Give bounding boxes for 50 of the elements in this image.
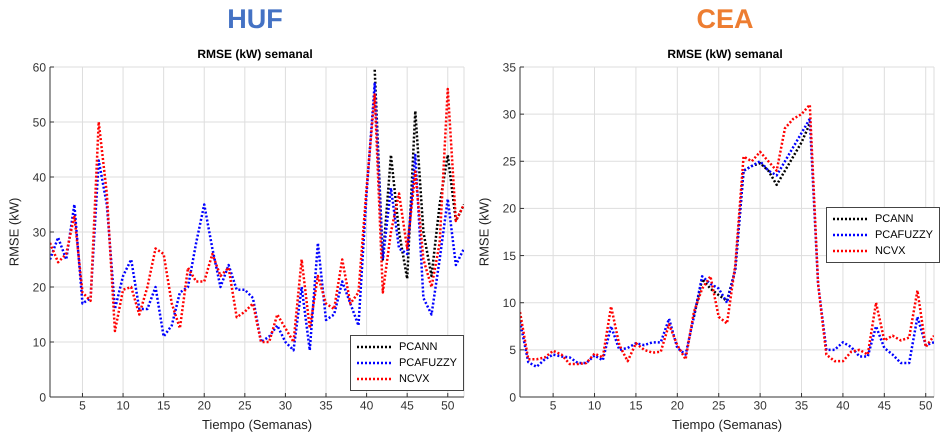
y-tick-label: 50 (32, 115, 46, 130)
y-tick-label: 0 (509, 390, 516, 404)
legend-label: NCVX (398, 373, 430, 385)
x-axis-title: Tiempo (Semanas) (672, 417, 782, 432)
y-tick-label: 20 (502, 202, 516, 216)
x-tick-label: 5 (550, 398, 557, 413)
x-tick-label: 40 (836, 398, 850, 413)
y-tick-label: 40 (32, 170, 46, 184)
legend-label: PCANN (874, 213, 914, 225)
x-tick-label: 30 (753, 398, 768, 413)
y-tick-label: 60 (32, 60, 46, 74)
legend-label: PCAFUZZY (874, 229, 933, 241)
x-tick-label: 50 (441, 398, 455, 413)
line-series (373, 68, 464, 280)
y-tick-label: 15 (502, 248, 516, 263)
chart-subtitle: RMSE (kW) semanal (196, 47, 314, 61)
legend-label: NCVX (874, 245, 906, 257)
y-tick-label: 0 (39, 390, 46, 404)
chart-title: HUF (226, 4, 284, 35)
x-tick-label: 35 (319, 398, 333, 413)
x-tick-label: 25 (712, 398, 726, 413)
y-tick-label: 30 (502, 107, 516, 122)
x-tick-label: 20 (198, 398, 212, 413)
y-tick-label: 5 (509, 343, 516, 358)
x-tick-label: 30 (278, 398, 292, 413)
x-tick-label: 15 (629, 398, 643, 413)
x-tick-label: 40 (360, 398, 374, 413)
y-tick-label: 35 (502, 60, 516, 74)
y-tick-label: 10 (32, 335, 46, 350)
y-tick-label: 30 (32, 225, 46, 240)
x-tick-label: 10 (116, 398, 130, 413)
y-tick-label: 10 (502, 296, 516, 310)
y-axis-title: RMSE (kW) (6, 198, 22, 266)
y-axis-title: RMSE (kW) (476, 198, 492, 266)
chart-title: CEA (695, 4, 754, 35)
x-tick-label: 45 (878, 398, 892, 413)
y-tick-label: 20 (32, 280, 46, 294)
y-tick-label: 25 (502, 154, 516, 169)
x-tick-label: 10 (588, 398, 602, 413)
x-tick-label: 15 (156, 398, 171, 413)
x-tick-label: 50 (919, 398, 933, 413)
chart-subtitle: RMSE (kW) semanal (666, 47, 784, 61)
legend-label: PCANN (398, 341, 438, 353)
x-tick-label: 35 (794, 398, 809, 413)
legend-label: PCAFUZZY (398, 357, 457, 369)
x-tick-label: 25 (238, 398, 252, 413)
x-tick-label: 20 (670, 398, 684, 413)
x-tick-label: 5 (79, 398, 86, 413)
x-axis-title: Tiempo (Semanas) (202, 417, 312, 432)
x-tick-label: 45 (400, 398, 414, 413)
